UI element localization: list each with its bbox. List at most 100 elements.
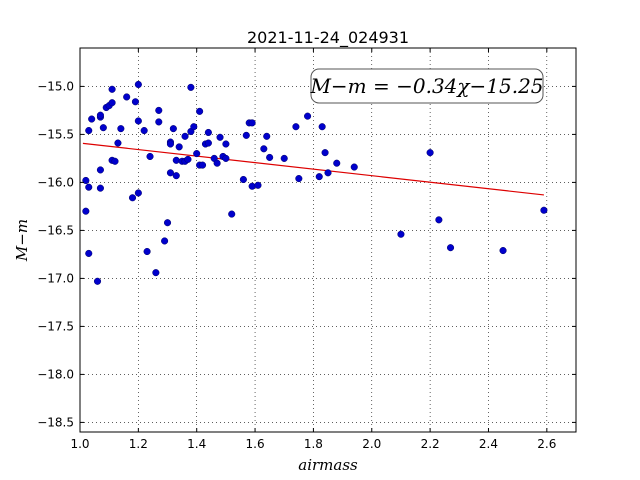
fit-line-group — [82, 142, 544, 196]
data-point — [248, 119, 256, 127]
data-point — [155, 106, 163, 114]
y-tick-label: −17.5 — [37, 319, 74, 333]
y-tick-label: −18.0 — [37, 367, 74, 381]
data-point — [134, 189, 142, 197]
data-point — [82, 176, 90, 185]
data-point — [169, 125, 177, 133]
data-point — [143, 247, 151, 256]
data-point — [239, 175, 247, 184]
data-point — [181, 132, 189, 140]
data-point — [292, 123, 300, 131]
data-point — [321, 149, 329, 157]
data-point — [128, 194, 137, 202]
data-point — [216, 133, 224, 141]
data-point — [184, 155, 192, 163]
y-tick-label: −17.0 — [37, 271, 74, 285]
data-point — [108, 99, 116, 107]
y-tick-label: −16.5 — [37, 223, 74, 237]
data-point — [152, 269, 160, 277]
data-point — [99, 124, 107, 132]
data-point — [499, 247, 507, 255]
x-tick-label: 2.0 — [362, 437, 381, 451]
data-point — [146, 152, 154, 161]
data-point — [198, 161, 207, 169]
x-tick-label: 1.0 — [70, 437, 89, 451]
axis-ticks: 1.0 1.2 1.4 1.6 1.8 2.0 2.2 2.4 2.6 −15.0 −15.5 −16… — [37, 48, 576, 451]
data-point — [108, 85, 116, 93]
data-point — [204, 139, 212, 147]
data-point — [333, 159, 341, 167]
data-point — [540, 206, 548, 214]
data-point — [134, 80, 142, 89]
data-point — [117, 125, 125, 133]
data-point — [163, 219, 172, 227]
data-point — [242, 131, 250, 139]
x-axis-label: airmass — [298, 456, 358, 474]
data-point — [204, 128, 212, 137]
data-point — [228, 210, 236, 218]
data-point — [114, 139, 122, 147]
y-tick-label: −16.0 — [37, 175, 74, 189]
y-tick-label: −15.0 — [37, 79, 74, 93]
data-point — [123, 93, 131, 101]
data-point — [166, 140, 174, 148]
data-point — [134, 117, 142, 125]
data-point — [88, 115, 96, 123]
fit-equation-frame — [310, 68, 544, 104]
data-point — [175, 143, 183, 151]
data-point — [254, 181, 262, 189]
data-point — [435, 216, 443, 224]
data-point — [304, 112, 312, 120]
data-point — [85, 183, 93, 191]
data-point — [131, 98, 139, 106]
x-tick-label: 1.8 — [304, 437, 323, 451]
data-point — [397, 230, 405, 238]
data-point — [248, 182, 256, 190]
data-point — [172, 156, 180, 164]
data-point — [324, 169, 332, 177]
data-point — [213, 159, 221, 167]
data-point — [190, 123, 198, 131]
x-tick-label: 1.6 — [246, 437, 265, 451]
data-point — [96, 166, 104, 174]
x-tick-label: 1.2 — [129, 437, 148, 451]
data-point — [172, 172, 180, 180]
x-tick-label: 2.2 — [421, 437, 440, 451]
data-point — [222, 140, 230, 148]
data-point — [263, 132, 271, 140]
chart-title: 2021-11-24_024931 — [247, 28, 409, 48]
data-point — [111, 157, 119, 165]
data-point — [350, 163, 358, 171]
data-point — [196, 107, 204, 115]
y-tick-label: −15.5 — [37, 127, 74, 141]
data-point — [446, 244, 455, 252]
y-axis-label: M−m — [13, 219, 31, 262]
data-point — [96, 111, 104, 119]
data-point — [187, 83, 195, 91]
fit-equation-box: M−m = −0.34χ−15.25 — [309, 68, 544, 104]
data-point — [315, 173, 323, 181]
x-tick-label: 2.4 — [479, 437, 498, 451]
data-point — [85, 127, 93, 135]
data-point — [96, 184, 104, 192]
data-point — [85, 249, 93, 257]
x-tick-label: 2.6 — [537, 437, 556, 451]
data-points — [82, 80, 548, 285]
fit-equation-text: M−m = −0.34χ−15.25 — [309, 74, 543, 98]
data-point — [140, 127, 148, 135]
data-point — [166, 169, 174, 177]
data-point — [222, 154, 230, 162]
data-point — [193, 150, 201, 158]
data-point — [93, 277, 102, 285]
data-point — [82, 207, 90, 215]
data-point — [426, 149, 434, 157]
data-point — [295, 175, 303, 183]
data-point — [280, 154, 288, 162]
data-point — [161, 237, 169, 245]
data-point — [155, 118, 163, 126]
y-tick-label: −18.5 — [37, 415, 74, 429]
x-tick-label: 1.4 — [187, 437, 206, 451]
data-point — [318, 123, 326, 131]
plot-frame — [79, 47, 577, 433]
